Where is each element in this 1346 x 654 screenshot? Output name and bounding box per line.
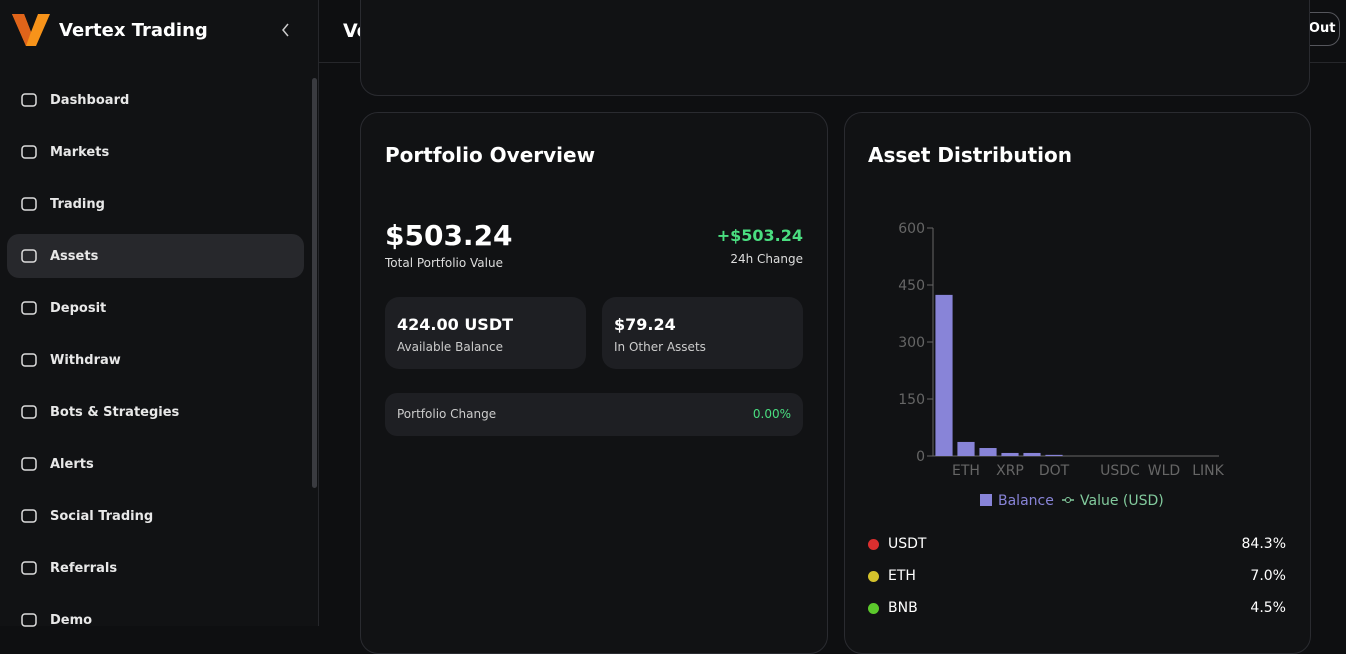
- y-tick-label: 450: [898, 278, 925, 294]
- portfolio-change: Portfolio Change 0.00%: [385, 393, 803, 436]
- nav-item[interactable]: Alerts: [7, 442, 304, 486]
- other-assets-card: $79.24 In Other Assets: [602, 297, 803, 369]
- portfolio-change-value: 0.00%: [752, 407, 791, 421]
- portfolio-change-label: Portfolio Change: [397, 407, 497, 421]
- asset-name: USDT: [888, 536, 927, 552]
- asset-name: BNB: [888, 600, 918, 616]
- card-label: In Other Assets: [614, 340, 706, 354]
- card-value: $79.24: [614, 315, 676, 334]
- asset-percent: 7.0%: [1250, 568, 1286, 584]
- asset-dot: [868, 539, 879, 550]
- y-tick-label: 600: [898, 221, 925, 237]
- asset-card: Asset Distribution USDT 84.3% ETH 7.0% BNB 4.…: [844, 112, 1311, 654]
- scrollbar: [312, 78, 317, 488]
- card-label: Available Balance: [397, 340, 503, 354]
- legend-swatch: [980, 494, 992, 506]
- change-label: 24h Change: [730, 252, 803, 266]
- asset-percent: 84.3%: [1241, 536, 1286, 552]
- nav-icon: [21, 457, 37, 471]
- brand: Vertex Trading: [59, 20, 208, 41]
- nav-icon: [21, 561, 37, 575]
- x-tick-label: XRP: [996, 463, 1024, 479]
- asset-dot: [868, 571, 879, 582]
- nav-item[interactable]: Dashboard: [7, 78, 304, 122]
- y-tick-label: 300: [898, 335, 925, 351]
- asset-percent: 4.5%: [1250, 600, 1286, 616]
- nav-item[interactable]: Markets: [7, 130, 304, 174]
- asset-row: USDT 84.3%: [868, 535, 1286, 555]
- x-tick-label: DOT: [1039, 463, 1070, 479]
- x-tick-label: WLD: [1148, 463, 1180, 479]
- collapse-button[interactable]: [280, 22, 292, 38]
- portfolio-title: Portfolio Overview: [385, 143, 596, 167]
- chart: 0 150 300 450 600 ETH XRP DOT USDC WLD LINK Balance…: [898, 221, 1224, 509]
- nav-item[interactable]: Bots & Strategies: [7, 390, 304, 434]
- total-label: Total Portfolio Value: [385, 256, 503, 270]
- nav-label: Dashboard: [50, 92, 130, 108]
- bar: [1045, 454, 1063, 456]
- nav-icon: [21, 353, 37, 367]
- nav-item[interactable]: Withdraw: [7, 338, 304, 382]
- x-tick-label: LINK: [1192, 463, 1224, 479]
- nav-label: Deposit: [50, 300, 107, 316]
- asset-row: ETH 7.0%: [868, 567, 1286, 587]
- legend-label: Value (USD): [1080, 493, 1164, 509]
- nav-item[interactable]: Referrals: [7, 546, 304, 590]
- change: +$503.24: [716, 226, 803, 245]
- total-value: $503.24: [385, 219, 513, 252]
- nav-label: Bots & Strategies: [50, 404, 180, 420]
- y-tick-label: 150: [898, 392, 925, 408]
- nav-icon: [21, 93, 37, 107]
- nav-item[interactable]: Assets: [7, 234, 304, 278]
- bar: [979, 448, 997, 456]
- nav-item[interactable]: Social Trading: [7, 494, 304, 538]
- nav-icon: [21, 249, 37, 263]
- nav-icon: [21, 405, 37, 419]
- x-tick-label: ETH: [952, 463, 980, 479]
- legend-label: Balance: [998, 493, 1054, 509]
- asset-title: Asset Distribution: [868, 143, 1072, 167]
- portfolio-card: Portfolio Overview $503.24 Total Portfol…: [360, 112, 828, 654]
- y-tick-label: 0: [916, 449, 925, 465]
- nav-item[interactable]: Trading: [7, 182, 304, 226]
- nav-label: Referrals: [50, 560, 118, 576]
- nav-label: Withdraw: [50, 352, 121, 368]
- nav-icon: [21, 509, 37, 523]
- bar: [957, 441, 975, 456]
- nav-icon: [21, 301, 37, 315]
- nav-label: Social Trading: [50, 508, 154, 524]
- legend-marker: [1065, 497, 1071, 503]
- nav-item[interactable]: Deposit: [7, 286, 304, 330]
- nav-icon: [21, 197, 37, 211]
- nav-label: Markets: [50, 144, 110, 160]
- bar: [1023, 452, 1041, 456]
- bar: [1001, 452, 1019, 456]
- nav-label: Alerts: [50, 456, 94, 472]
- nav-icon: [21, 613, 37, 627]
- sidebar: Vertex Trading Dashboard Markets Trading As…: [0, 0, 319, 628]
- nav-label: Trading: [50, 196, 105, 212]
- top-card: [360, 0, 1310, 96]
- asset-name: ETH: [888, 568, 916, 584]
- nav-icon: [21, 145, 37, 159]
- asset-dot: [868, 603, 879, 614]
- nav-label: Demo: [50, 612, 93, 628]
- card-value: 424.00 USDT: [397, 315, 514, 334]
- nav-label: Assets: [50, 248, 99, 264]
- asset-row: BNB 4.5%: [868, 599, 1286, 619]
- balance-card: 424.00 USDT Available Balance: [385, 297, 586, 369]
- x-tick-label: USDC: [1100, 463, 1140, 479]
- nav-item[interactable]: Demo: [7, 598, 304, 642]
- logo: [12, 14, 50, 46]
- bar: [935, 294, 953, 456]
